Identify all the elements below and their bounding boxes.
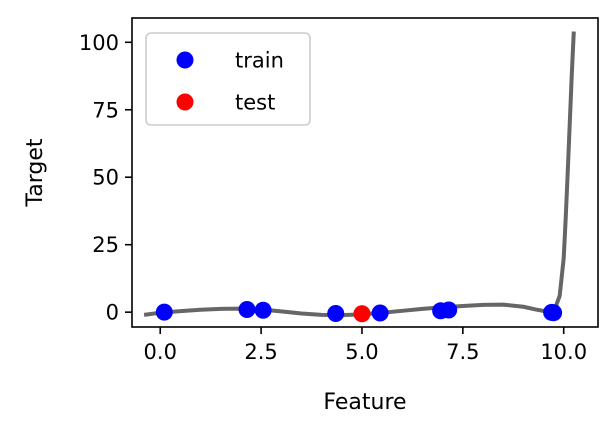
y-tick-label: 50 bbox=[92, 166, 119, 190]
train-point bbox=[254, 301, 272, 319]
fit-curve-line bbox=[143, 31, 576, 318]
x-tick-label: 10.0 bbox=[540, 340, 587, 364]
test-point bbox=[353, 305, 371, 323]
y-tick-label: 0 bbox=[106, 301, 119, 325]
train-point bbox=[155, 303, 173, 321]
legend-label-train: train bbox=[235, 49, 284, 73]
plot-frame bbox=[131, 17, 599, 328]
legend-marker-train bbox=[176, 51, 194, 69]
y-axis-label: Target bbox=[23, 138, 48, 207]
train-point bbox=[545, 304, 563, 322]
x-axis-label: Feature bbox=[323, 390, 406, 415]
train-point bbox=[371, 304, 389, 322]
x-tick-label: 7.5 bbox=[446, 340, 479, 364]
legend-box bbox=[145, 32, 311, 126]
x-tick-label: 5.0 bbox=[345, 340, 378, 364]
legend-label-test: test bbox=[235, 91, 275, 115]
y-tick-label: 100 bbox=[79, 31, 119, 55]
train-point bbox=[238, 300, 256, 318]
x-tick-label: 2.5 bbox=[244, 340, 277, 364]
y-tick-label: 25 bbox=[92, 233, 119, 257]
x-tick-label: 0.0 bbox=[144, 340, 177, 364]
y-tick-label: 75 bbox=[92, 98, 119, 122]
train-point bbox=[327, 305, 345, 323]
train-point bbox=[440, 301, 458, 319]
legend-marker-test bbox=[176, 93, 194, 111]
